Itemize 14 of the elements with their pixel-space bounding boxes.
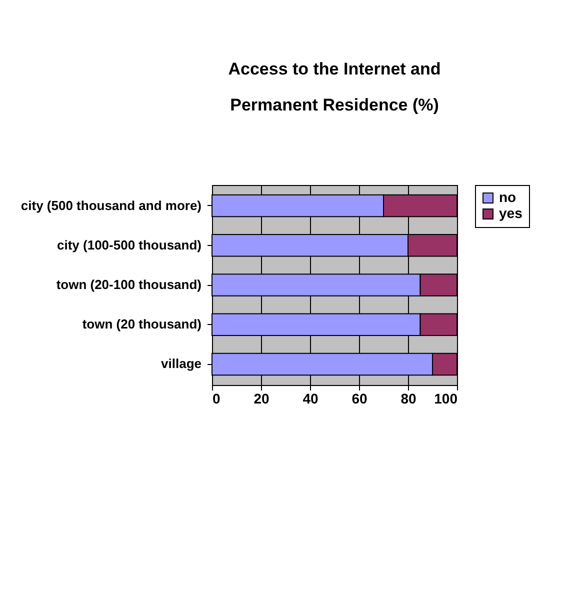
chart-title: Access to the Internet and Permanent Residence (%) <box>228 60 441 114</box>
legend-label: yes <box>499 205 523 221</box>
legend-label: no <box>499 189 516 205</box>
x-tick-label: 0 <box>212 390 220 406</box>
x-tick-label: 40 <box>302 390 318 406</box>
x-tick-label: 20 <box>254 390 270 406</box>
y-tick-label: town (20-100 thousand) <box>56 277 202 292</box>
x-tick-label: 100 <box>434 390 458 406</box>
y-tick-label: town (20 thousand) <box>82 316 202 332</box>
y-tick-label: city (500 thousand and more) <box>20 198 202 213</box>
x-tick-label: 60 <box>352 390 368 406</box>
x-tick-label: 80 <box>400 390 416 406</box>
y-tick-label: city (100-500 thousand) <box>57 237 202 252</box>
y-tick-label: village <box>161 356 202 372</box>
